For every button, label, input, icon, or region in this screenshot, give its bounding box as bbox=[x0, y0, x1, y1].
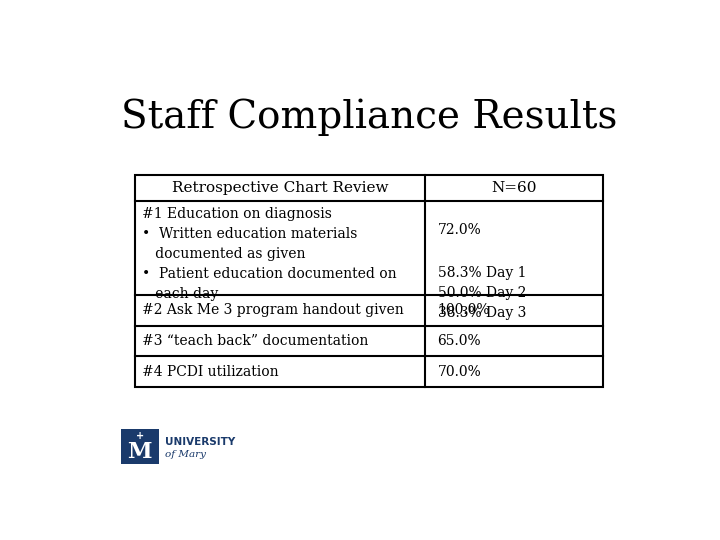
Text: #1 Education on diagnosis
•  Written education materials
   documented as given
: #1 Education on diagnosis • Written educ… bbox=[142, 207, 397, 301]
Text: Retrospective Chart Review: Retrospective Chart Review bbox=[171, 181, 388, 195]
Bar bbox=[121, 429, 158, 464]
Text: +: + bbox=[135, 431, 144, 441]
Text: of Mary: of Mary bbox=[166, 450, 207, 458]
Text: N=60: N=60 bbox=[492, 181, 537, 195]
Text: 58.3% Day 1
50.0% Day 2
38.3% Day 3: 58.3% Day 1 50.0% Day 2 38.3% Day 3 bbox=[438, 266, 526, 320]
Text: #4 PCDI utilization: #4 PCDI utilization bbox=[142, 364, 279, 379]
Text: 72.0%: 72.0% bbox=[438, 223, 481, 237]
Text: 70.0%: 70.0% bbox=[438, 364, 481, 379]
Text: UNIVERSITY: UNIVERSITY bbox=[166, 437, 235, 447]
Text: Staff Compliance Results: Staff Compliance Results bbox=[121, 98, 617, 136]
Text: 100.0%: 100.0% bbox=[438, 303, 490, 317]
Text: #3 “teach back” documentation: #3 “teach back” documentation bbox=[142, 334, 368, 348]
Text: #2 Ask Me 3 program handout given: #2 Ask Me 3 program handout given bbox=[142, 303, 404, 317]
Text: M: M bbox=[127, 441, 152, 463]
Text: 65.0%: 65.0% bbox=[438, 334, 481, 348]
